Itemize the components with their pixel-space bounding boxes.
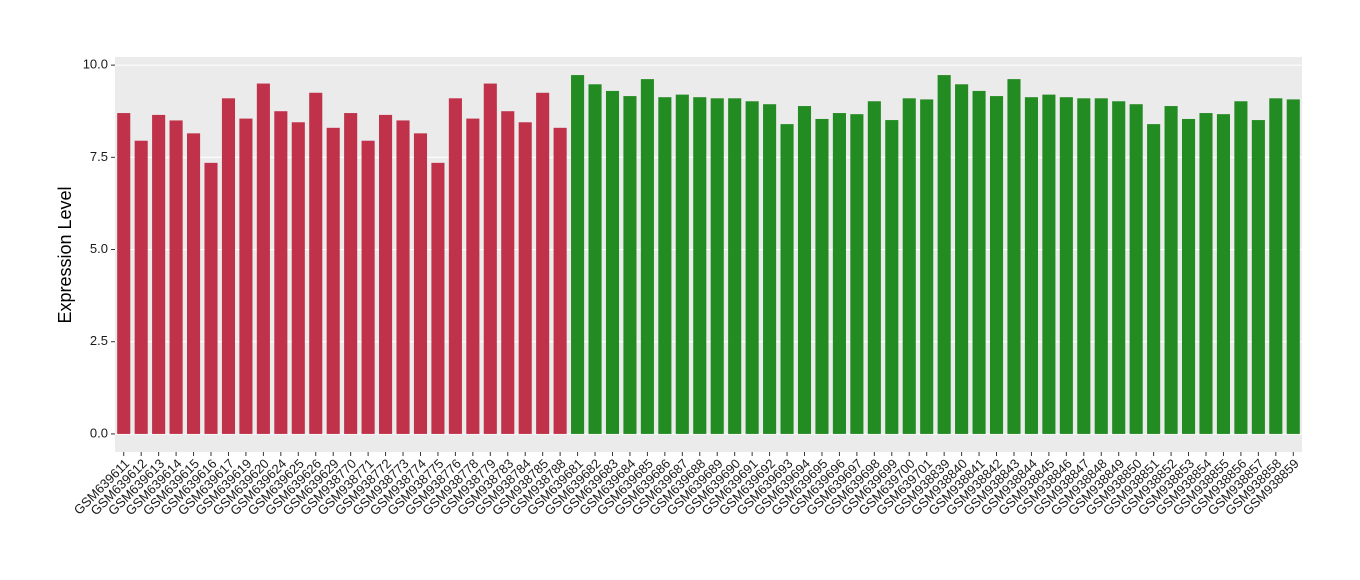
bar xyxy=(152,114,166,434)
bar xyxy=(483,83,497,434)
bar xyxy=(693,97,707,434)
y-axis-title: Expression Level xyxy=(55,186,75,323)
bar xyxy=(291,122,305,434)
bar xyxy=(937,75,951,434)
bar xyxy=(623,96,637,434)
bar xyxy=(501,111,515,434)
bar xyxy=(885,120,899,434)
bar xyxy=(117,113,131,434)
y-tick-label: 10.0 xyxy=(83,57,108,72)
bar xyxy=(675,94,689,434)
bar xyxy=(955,84,969,434)
y-tick-label: 2.5 xyxy=(90,333,108,348)
bar xyxy=(640,79,654,434)
y-tick-label: 0.0 xyxy=(90,425,108,440)
bar xyxy=(274,111,288,434)
bar xyxy=(448,98,462,434)
bar xyxy=(379,114,393,434)
bar xyxy=(1112,101,1126,434)
bar xyxy=(1181,118,1196,434)
bar xyxy=(745,101,759,434)
bar xyxy=(989,96,1004,434)
bar xyxy=(1216,114,1230,434)
bar xyxy=(518,122,532,434)
bar xyxy=(1059,97,1073,434)
bar xyxy=(763,104,777,434)
bar xyxy=(728,98,742,434)
bar xyxy=(902,98,916,434)
bar xyxy=(431,162,445,434)
bar xyxy=(553,127,567,434)
bar xyxy=(256,83,270,434)
bar xyxy=(396,120,410,434)
bar xyxy=(658,97,672,434)
bar xyxy=(239,118,253,434)
bar xyxy=(187,133,201,434)
bar xyxy=(1007,79,1021,434)
bar xyxy=(1147,124,1161,434)
bar xyxy=(1129,104,1143,434)
bar xyxy=(134,140,148,434)
bar xyxy=(780,124,794,434)
bar xyxy=(536,92,550,434)
bar xyxy=(920,99,934,434)
bar xyxy=(1234,101,1248,434)
bar xyxy=(326,127,340,434)
bar xyxy=(413,133,428,434)
bar xyxy=(309,92,323,434)
bar xyxy=(850,114,864,434)
bar xyxy=(1269,98,1283,434)
bar xyxy=(1199,113,1213,434)
bar xyxy=(344,113,358,434)
bar xyxy=(588,84,602,434)
bar xyxy=(1251,120,1265,434)
bar xyxy=(1286,99,1300,434)
bar xyxy=(1077,98,1091,434)
bar xyxy=(867,101,881,434)
bar xyxy=(1094,98,1108,434)
bar xyxy=(466,118,480,434)
bar xyxy=(221,98,236,434)
y-tick-label: 7.5 xyxy=(90,149,108,164)
bar xyxy=(571,75,585,434)
bar xyxy=(361,140,375,434)
bar xyxy=(169,120,183,434)
bar xyxy=(1042,94,1056,434)
bar xyxy=(1164,106,1178,434)
bar xyxy=(797,106,812,434)
bar xyxy=(832,113,846,434)
bar xyxy=(1024,97,1038,434)
bar xyxy=(204,162,218,434)
bar xyxy=(710,98,724,434)
y-tick-label: 5.0 xyxy=(90,241,108,256)
bar xyxy=(815,118,829,434)
bar xyxy=(972,90,986,434)
bar xyxy=(605,90,620,434)
